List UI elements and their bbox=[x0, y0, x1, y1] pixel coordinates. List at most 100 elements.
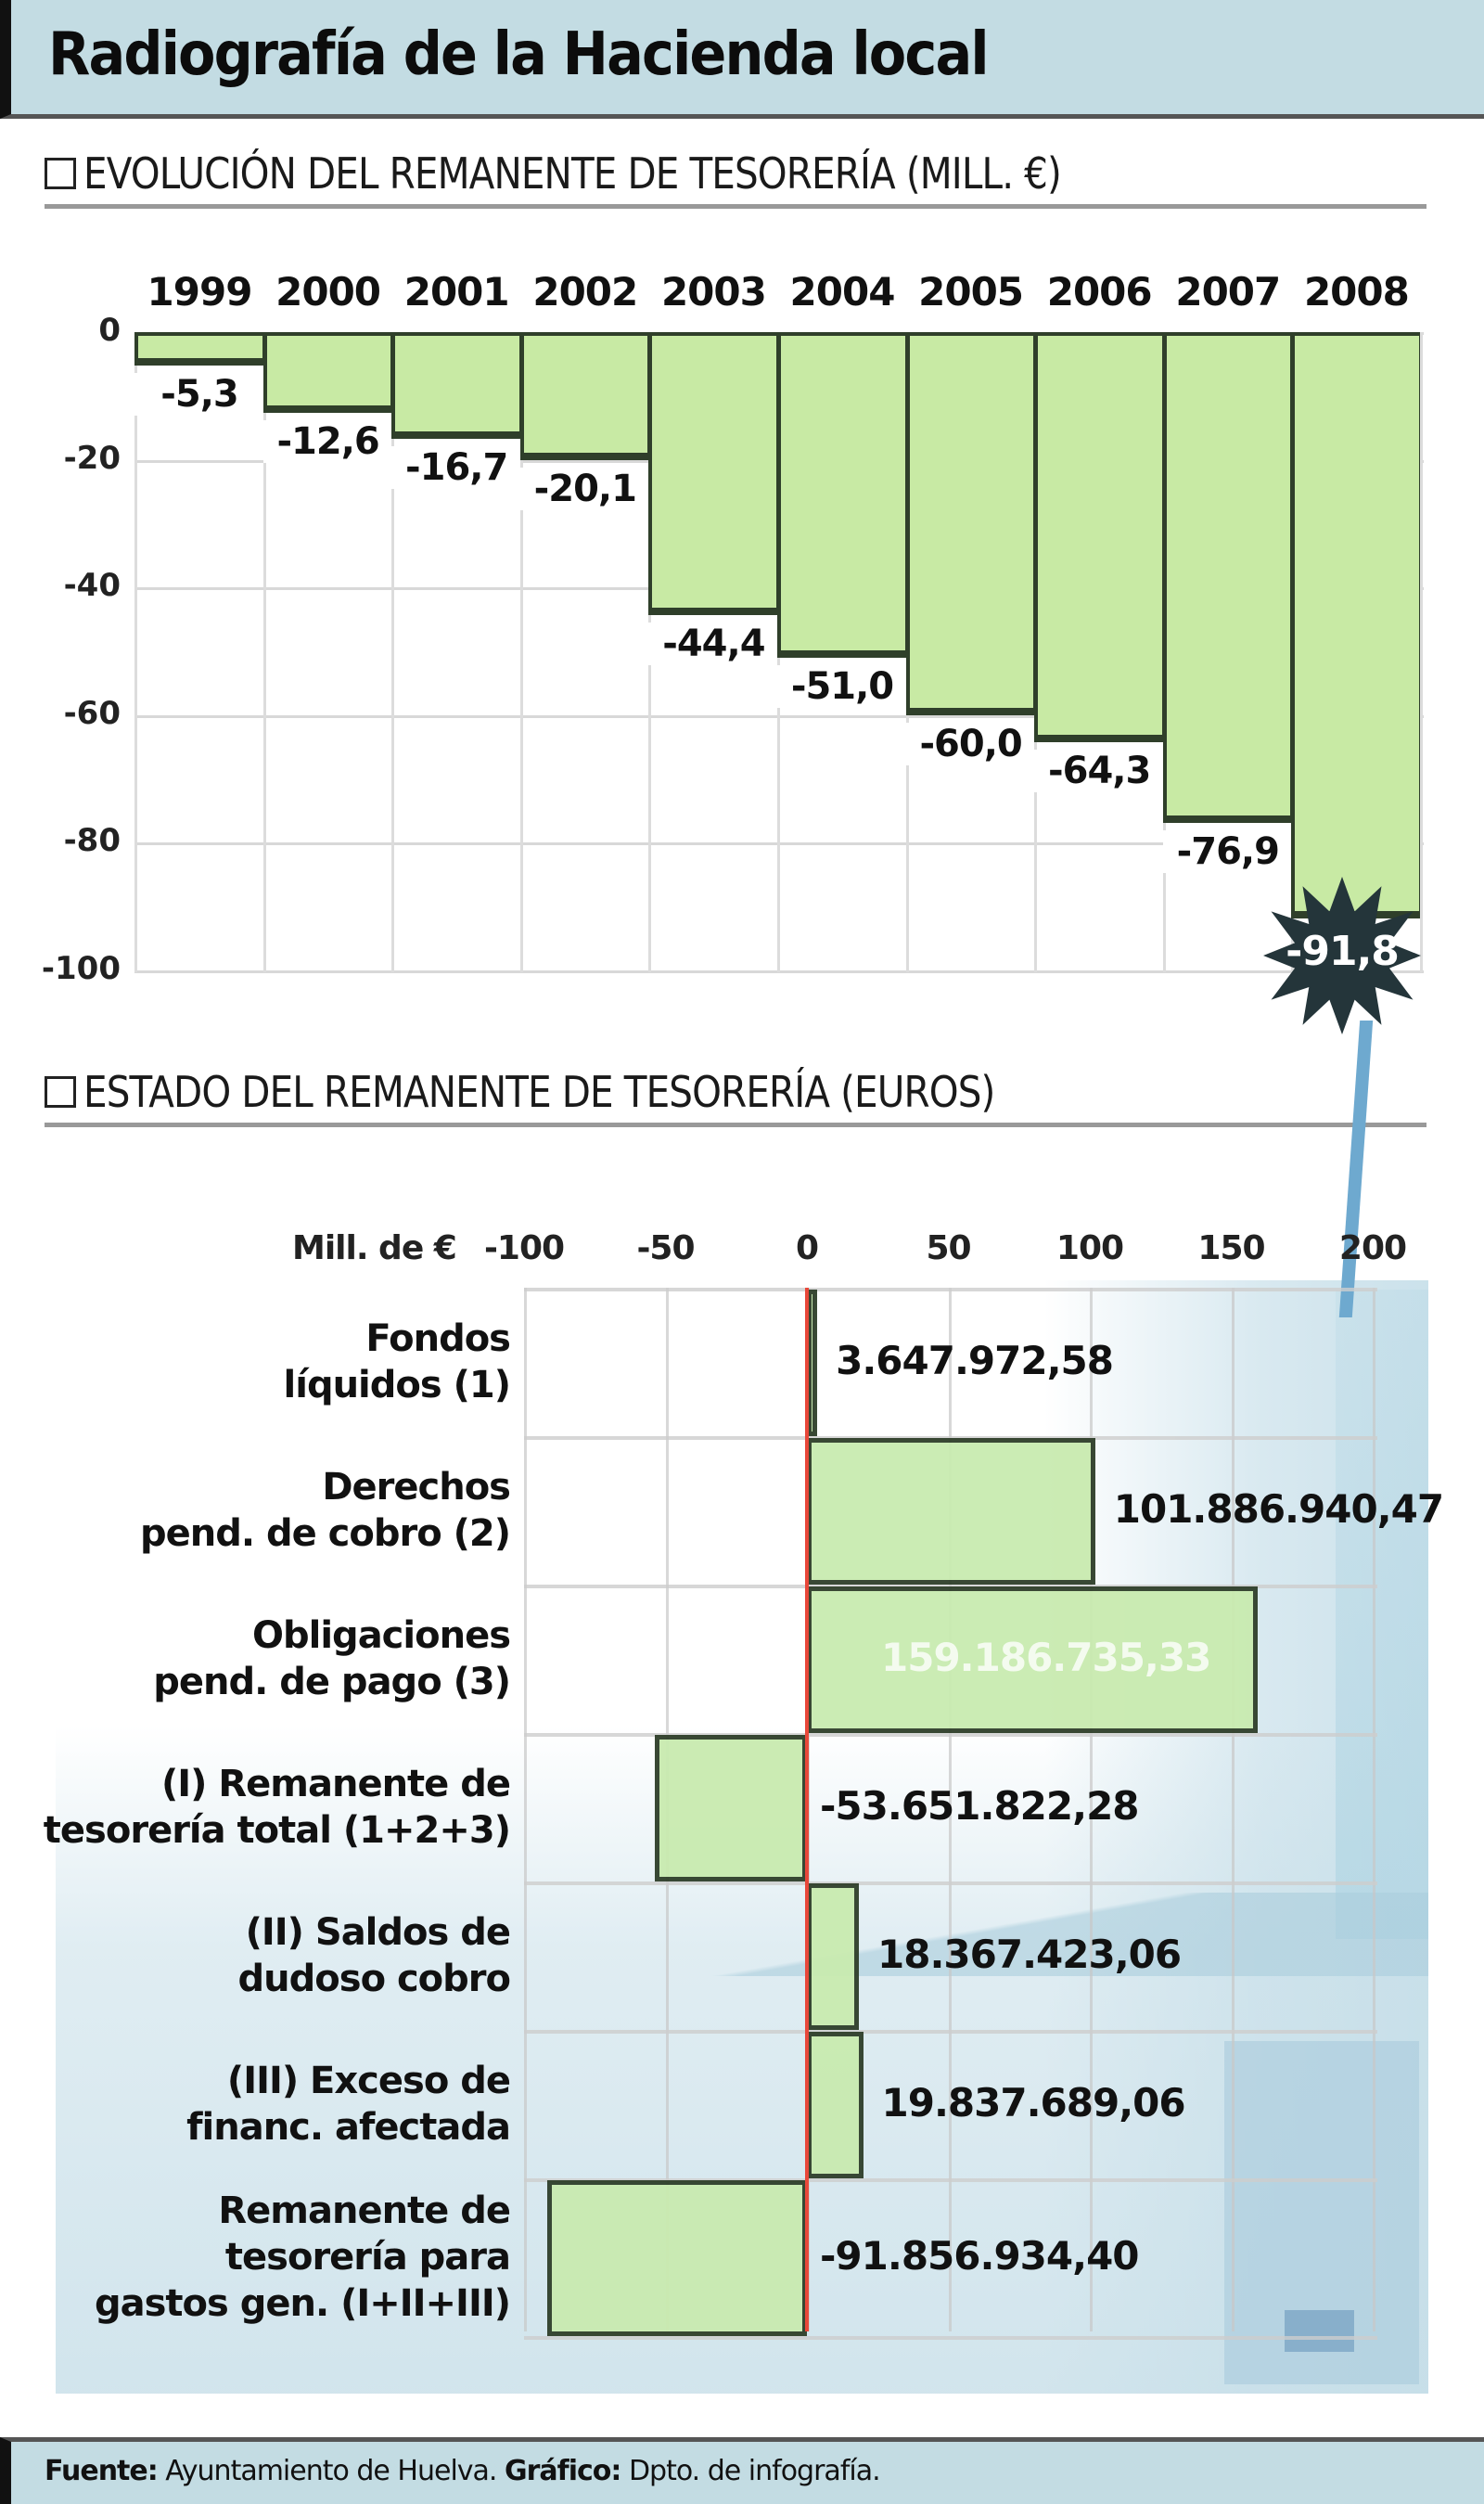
gridline bbox=[524, 1288, 527, 2331]
x-tick-label: -100 bbox=[483, 1229, 565, 1267]
source-credit: Fuente: Ayuntamiento de Huelva. Gráfico:… bbox=[45, 2455, 881, 2487]
row-label-line: Derechos bbox=[322, 1466, 511, 1509]
row-label: (III) Exceso de financ. afectada bbox=[28, 2058, 511, 2151]
y-tick-label: -20 bbox=[63, 439, 121, 477]
y-tick-label: -40 bbox=[63, 567, 121, 605]
value-label: -16,7 bbox=[391, 445, 522, 489]
row-label-line: gastos gen. (I+II+III) bbox=[94, 2282, 511, 2325]
row-label-line: tesorería para bbox=[224, 2236, 511, 2279]
bar bbox=[807, 1438, 1095, 1585]
bar-2007 bbox=[1162, 332, 1295, 824]
year-label: 2007 bbox=[1175, 269, 1281, 315]
square-bullet-icon bbox=[45, 157, 76, 189]
source-label: Fuente: bbox=[45, 2455, 159, 2487]
row-label-line: (I) Remanente de bbox=[161, 1763, 511, 1805]
bar-2001 bbox=[391, 332, 523, 439]
year-label: 2006 bbox=[1046, 269, 1153, 315]
x-tick-label: 50 bbox=[926, 1229, 971, 1267]
graphic-label: Gráfico: bbox=[505, 2455, 621, 2487]
value-label: -64,3 bbox=[1034, 750, 1165, 793]
gridline bbox=[1420, 332, 1423, 972]
x-tick-label: 0 bbox=[795, 1229, 819, 1267]
row-label-line: pend. de cobro (2) bbox=[139, 1512, 511, 1555]
row-label-line: dudoso cobro bbox=[237, 1958, 511, 2000]
zero-line bbox=[805, 1288, 809, 2331]
value-label: -44,4 bbox=[648, 623, 779, 666]
row-label: Derechos pend. de cobro (2) bbox=[28, 1464, 511, 1557]
bar bbox=[655, 1735, 807, 1881]
gridline bbox=[524, 1288, 1377, 1291]
building-sign bbox=[1285, 2310, 1354, 2352]
row-label-line: financ. afectada bbox=[186, 2106, 511, 2149]
x-tick-label: -50 bbox=[636, 1229, 695, 1267]
bar bbox=[807, 1883, 860, 2030]
x-tick-label: 100 bbox=[1055, 1229, 1124, 1267]
bar-2006 bbox=[1034, 332, 1166, 743]
row-label-line: Fondos bbox=[365, 1317, 511, 1360]
value-label: -12,6 bbox=[262, 419, 393, 463]
bar-2003 bbox=[648, 332, 780, 616]
highlight-value: -91,8 bbox=[1286, 928, 1400, 975]
row-label: Obligaciones pend. de pago (3) bbox=[28, 1612, 511, 1705]
gridline bbox=[391, 332, 395, 972]
value-label: -60,0 bbox=[905, 722, 1036, 765]
year-label: 2001 bbox=[403, 269, 510, 315]
value-label: -51,0 bbox=[777, 664, 907, 708]
source-text: Ayuntamiento de Huelva. bbox=[165, 2455, 497, 2487]
row-label-line: tesorería total (1+2+3) bbox=[43, 1809, 511, 1852]
gridline bbox=[524, 2336, 1377, 2340]
bar-2008 bbox=[1291, 332, 1423, 918]
y-tick-label: 0 bbox=[98, 312, 121, 349]
x-tick-label: 200 bbox=[1338, 1229, 1407, 1267]
gridline bbox=[1231, 1288, 1235, 2331]
graphic-text: Dpto. de infografía. bbox=[628, 2455, 881, 2487]
gridline bbox=[1373, 1288, 1375, 2331]
bar bbox=[807, 2032, 864, 2178]
gridline bbox=[134, 332, 137, 972]
value-label: 3.647.972,58 bbox=[836, 1338, 1114, 1383]
row-label-line: Obligaciones bbox=[252, 1614, 511, 1657]
row-label-line: líquidos (1) bbox=[283, 1364, 511, 1406]
value-label: -91.856.934,40 bbox=[820, 2233, 1140, 2279]
value-label: 159.186.735,33 bbox=[881, 1635, 1211, 1680]
row-label-line: pend. de pago (3) bbox=[153, 1661, 511, 1703]
pointer-line bbox=[1338, 1021, 1374, 1317]
gridline bbox=[524, 1881, 1377, 1885]
starburst-icon bbox=[1263, 877, 1421, 1034]
bar bbox=[807, 1290, 818, 1436]
y-tick-label: -80 bbox=[63, 822, 121, 860]
year-label: 2000 bbox=[275, 269, 381, 315]
row-label-line: (II) Saldos de bbox=[245, 1911, 511, 1954]
section-title: ESTADO DEL REMANENTE DE TESORERÍA (EUROS… bbox=[83, 1067, 995, 1117]
bar-2002 bbox=[519, 332, 652, 461]
value-label: 101.886.940,47 bbox=[1113, 1486, 1444, 1532]
page-title: Radiografía de la Hacienda local bbox=[48, 20, 990, 89]
year-label: 2004 bbox=[789, 269, 896, 315]
y-tick-label: -60 bbox=[63, 694, 121, 732]
year-label: 1999 bbox=[147, 269, 253, 315]
year-label: 2003 bbox=[660, 269, 767, 315]
bar-2005 bbox=[905, 332, 1038, 715]
gridline bbox=[524, 1733, 1377, 1737]
row-label: (I) Remanente de tesorería total (1+2+3) bbox=[28, 1761, 511, 1854]
gridline bbox=[1090, 1288, 1093, 2331]
gridline bbox=[519, 332, 523, 972]
row-label-line: (III) Exceso de bbox=[226, 2060, 511, 2102]
bar-1999 bbox=[134, 332, 266, 366]
year-label: 2005 bbox=[918, 269, 1024, 315]
value-label: -20,1 bbox=[519, 468, 650, 511]
axis-unit-label: Mill. de € bbox=[292, 1229, 457, 1267]
value-label: 18.367.423,06 bbox=[877, 1932, 1182, 1977]
section-title: EVOLUCIÓN DEL REMANENTE DE TESORERÍA (MI… bbox=[83, 148, 1062, 199]
gridline bbox=[262, 332, 266, 972]
row-label: Remanente de tesorería para gastos gen. (I… bbox=[28, 2188, 511, 2327]
gridline bbox=[948, 1288, 952, 2331]
value-label: 19.837.689,06 bbox=[881, 2080, 1186, 2125]
value-label: -76,9 bbox=[1162, 830, 1293, 874]
gridline bbox=[524, 2178, 1377, 2182]
year-label: 2002 bbox=[532, 269, 638, 315]
value-label: -5,3 bbox=[134, 373, 264, 417]
row-label: (II) Saldos de dudoso cobro bbox=[28, 1909, 511, 2002]
square-bullet-icon bbox=[45, 1075, 76, 1108]
bar bbox=[546, 2180, 807, 2336]
